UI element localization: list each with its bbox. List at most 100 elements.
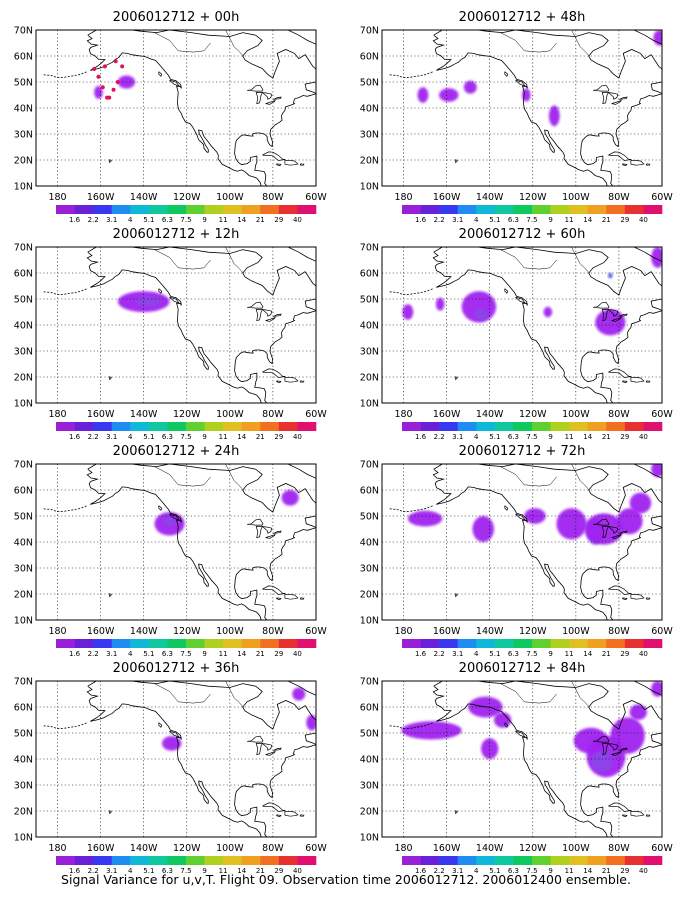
colorbar-label: 6.3 [162, 650, 173, 658]
colorbar-swatch [111, 205, 131, 214]
colorbar-label: 4 [128, 433, 133, 441]
colorbar-swatch [606, 856, 626, 865]
colorbar-label: 3.1 [452, 433, 463, 441]
colorbar-swatch [439, 856, 459, 865]
variance-area [610, 717, 645, 754]
colorbar-label: 7.5 [180, 650, 191, 658]
colorbar-label: 5.1 [143, 650, 154, 658]
colorbar-swatch [167, 639, 187, 648]
coastline [225, 464, 243, 490]
coastline [247, 518, 264, 526]
colorbar-label: 21 [256, 433, 265, 441]
colorbar-label: 6.3 [508, 650, 519, 658]
longitude-tick-label: 60W [651, 409, 673, 420]
latitude-tick-label: 20N [14, 156, 33, 167]
map-panel: 2006012712 + 12h 10N 20N 30N 40N 50N 60N 70N 180… [14, 227, 328, 441]
variance-area [651, 681, 662, 697]
colorbar-label: 7.5 [526, 867, 537, 875]
longitude-tick-label: 160W [87, 192, 115, 203]
longitude-tick-label: 140W [130, 192, 158, 203]
latitude-tick-label: 60N [14, 486, 33, 497]
coastline [608, 151, 632, 161]
coastline [262, 585, 286, 595]
longitude-tick-label: 180 [394, 626, 412, 637]
latitude-tick-label: 60N [14, 703, 33, 714]
coastline [611, 533, 622, 539]
colorbar-label: 40 [293, 867, 302, 875]
longitude-tick-label: 140W [130, 843, 158, 854]
latitude-tick-label: 30N [14, 781, 33, 792]
colorbar-swatch [56, 639, 75, 648]
colorbar-label: 5.1 [143, 433, 154, 441]
coastline [262, 151, 286, 161]
coastline [86, 681, 316, 837]
colorbar-swatch [402, 205, 421, 214]
colorbar-label: 4 [474, 433, 479, 441]
colorbar-label: 9 [548, 433, 552, 441]
colorbar-swatch [204, 422, 224, 431]
coastline [287, 247, 316, 262]
coastline [287, 30, 316, 45]
colorbar-label: 1.6 [69, 433, 81, 441]
longitude-tick-label: 100W [216, 409, 244, 420]
colorbar-label: 11 [219, 433, 228, 441]
coastline [255, 92, 264, 105]
panel-title: 2006012712 + 12h [113, 227, 240, 242]
coastline [515, 513, 527, 521]
variance-area [439, 88, 459, 102]
colorbar-label: 21 [602, 867, 611, 875]
coastline [504, 71, 509, 77]
coastline [645, 597, 651, 600]
colorbar-label: 2.2 [88, 867, 99, 875]
latitude-tick-label: 20N [14, 590, 33, 601]
coastline [630, 376, 645, 383]
colorbar-swatch [476, 422, 496, 431]
map-frame [35, 246, 317, 404]
longitude-tick-label: 180 [394, 843, 412, 854]
colorbar-swatch [186, 639, 205, 648]
coastline [515, 79, 527, 87]
colorbar-label: 1.6 [415, 216, 427, 224]
colorbar-label: 9 [202, 216, 206, 224]
flight-track-dot [111, 87, 116, 92]
panel-title: 2006012712 + 72h [459, 444, 586, 459]
colorbar-swatch [457, 639, 477, 648]
coastline [247, 735, 264, 743]
colorbar-swatch [241, 422, 261, 431]
latitude-tick-label: 70N [14, 677, 33, 688]
colorbar-label: 9 [202, 433, 206, 441]
coastline [284, 810, 299, 817]
colorbar-label: 14 [237, 216, 246, 224]
coastline [388, 505, 433, 513]
coastline [611, 316, 622, 322]
longitude-tick-label: 160W [433, 409, 461, 420]
colorbar-label: 14 [583, 433, 592, 441]
colorbar-swatch [550, 856, 570, 865]
coastline [154, 249, 211, 270]
colorbar-label: 40 [639, 867, 648, 875]
colorbar-label: 40 [293, 433, 302, 441]
coastline [169, 79, 181, 87]
longitude-tick-label: 60W [651, 192, 673, 203]
coastline [608, 92, 619, 100]
colorbar-label: 21 [602, 216, 611, 224]
colorbar-swatch [297, 205, 317, 214]
coastline [262, 802, 286, 812]
coastline [593, 518, 610, 526]
variance-area [474, 308, 488, 322]
map-panels: 2006012712 + 00h 10N 20N 30N 40N 50N 60N 70N 180… [14, 10, 674, 875]
colorbar-swatch [420, 422, 440, 431]
latitude-tick-label: 50N [360, 295, 379, 306]
longitude-tick-label: 120W [173, 409, 201, 420]
coastline [622, 380, 628, 384]
coastline [276, 814, 282, 818]
latitude-tick-label: 10N [360, 399, 379, 410]
variance-area [651, 464, 662, 477]
colorbar-swatch [402, 639, 421, 648]
latitude-tick-label: 30N [14, 130, 33, 141]
colorbar-swatch [148, 856, 168, 865]
colorbar-swatch [494, 856, 514, 865]
coastline [630, 159, 645, 166]
longitude-tick-label: 100W [216, 626, 244, 637]
variance-area [616, 508, 643, 535]
